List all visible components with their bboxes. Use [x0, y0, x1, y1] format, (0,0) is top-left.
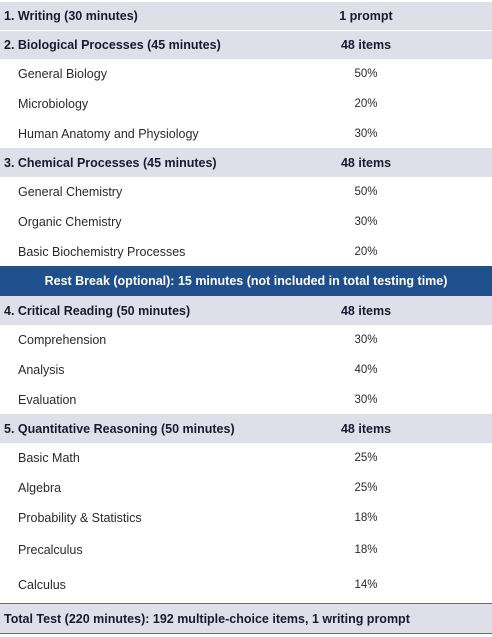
subtopic-label: Algebra	[18, 481, 62, 495]
subtopic-label: Human Anatomy and Physiology	[18, 126, 199, 141]
subtopic-label: Calculus	[18, 578, 66, 592]
subtopic-label: Precalculus	[18, 543, 83, 557]
subtopic-row: Human Anatomy and Physiology 30%	[0, 119, 492, 148]
section-label: 4. Critical Reading (50 minutes)	[4, 303, 191, 318]
section-row-quantitative-reasoning: 5. Quantitative Reasoning (50 minutes) 4…	[0, 414, 492, 443]
subtopic-row: Basic Biochemistry Processes 20%	[0, 237, 492, 266]
subtopic-label: General Chemistry	[18, 185, 123, 199]
subtopic-percent: 18%	[354, 544, 378, 556]
subtopic-row: Basic Math 25%	[0, 443, 492, 473]
subtopic-percent: 25%	[354, 482, 378, 494]
subtopic-percent: 20%	[354, 98, 378, 110]
section-label: 2. Biological Processes (45 minutes)	[4, 38, 221, 52]
subtopic-row: Precalculus 18%	[0, 533, 492, 567]
subtopic-label: Organic Chemistry	[18, 215, 122, 229]
subtopic-row: Comprehension 30%	[0, 325, 492, 355]
subtopic-label: Basic Biochemistry Processes	[18, 244, 186, 259]
section-count: 48 items	[340, 421, 392, 436]
section-label: 5. Quantitative Reasoning (50 minutes)	[4, 421, 235, 436]
subtopic-row: Calculus 14%	[0, 567, 492, 603]
subtopic-percent: 30%	[354, 216, 378, 228]
subtopic-percent: 40%	[354, 364, 378, 376]
subtopic-label: Comprehension	[18, 333, 107, 347]
section-count: 48 items	[340, 303, 392, 318]
subtopic-row: Algebra 25%	[0, 473, 492, 503]
subtopic-row: General Biology 50%	[0, 59, 492, 89]
section-row-critical-reading: 4. Critical Reading (50 minutes) 48 item…	[0, 296, 492, 325]
section-label: 1. Writing (30 minutes)	[4, 9, 138, 23]
subtopic-row: Microbiology 20%	[0, 89, 492, 119]
section-row-writing: 1. Writing (30 minutes) 1 prompt	[0, 2, 492, 30]
subtopic-percent: 20%	[354, 245, 378, 258]
subtopic-percent: 14%	[354, 579, 378, 591]
section-count: 48 items	[340, 155, 392, 170]
subtopic-percent: 25%	[354, 452, 378, 464]
subtopic-row: General Chemistry 50%	[0, 177, 492, 207]
subtopic-label: Probability & Statistics	[18, 511, 142, 525]
section-label: 3. Chemical Processes (45 minutes)	[4, 155, 217, 170]
rest-break-banner: Rest Break (optional): 15 minutes (not i…	[0, 266, 492, 296]
subtopic-percent: 18%	[354, 512, 378, 524]
subtopic-row: Organic Chemistry 30%	[0, 207, 492, 237]
rest-break-label: Rest Break (optional): 15 minutes (not i…	[44, 274, 448, 288]
subtopic-label: Basic Math	[18, 451, 80, 465]
subtopic-row: Evaluation 30%	[0, 385, 492, 414]
section-row-biological-processes: 2. Biological Processes (45 minutes) 48 …	[0, 31, 492, 59]
subtopic-label: Evaluation	[18, 392, 77, 407]
subtopic-percent: 30%	[354, 334, 378, 346]
subtopic-percent: 30%	[354, 393, 378, 406]
subtopic-label: General Biology	[18, 67, 107, 81]
subtopic-row: Probability & Statistics 18%	[0, 503, 492, 533]
subtopic-percent: 50%	[354, 68, 378, 80]
total-test-row: Total Test (220 minutes): 192 multiple-c…	[0, 603, 492, 634]
subtopic-label: Analysis	[18, 363, 65, 377]
subtopic-percent: 50%	[354, 186, 378, 198]
subtopic-label: Microbiology	[18, 97, 89, 111]
section-row-chemical-processes: 3. Chemical Processes (45 minutes) 48 it…	[0, 148, 492, 177]
section-count: 48 items	[340, 38, 392, 52]
subtopic-row: Analysis 40%	[0, 355, 492, 385]
section-count: 1 prompt	[339, 9, 393, 23]
subtopic-percent: 30%	[354, 127, 378, 140]
total-test-label: Total Test (220 minutes): 192 multiple-c…	[4, 611, 410, 626]
